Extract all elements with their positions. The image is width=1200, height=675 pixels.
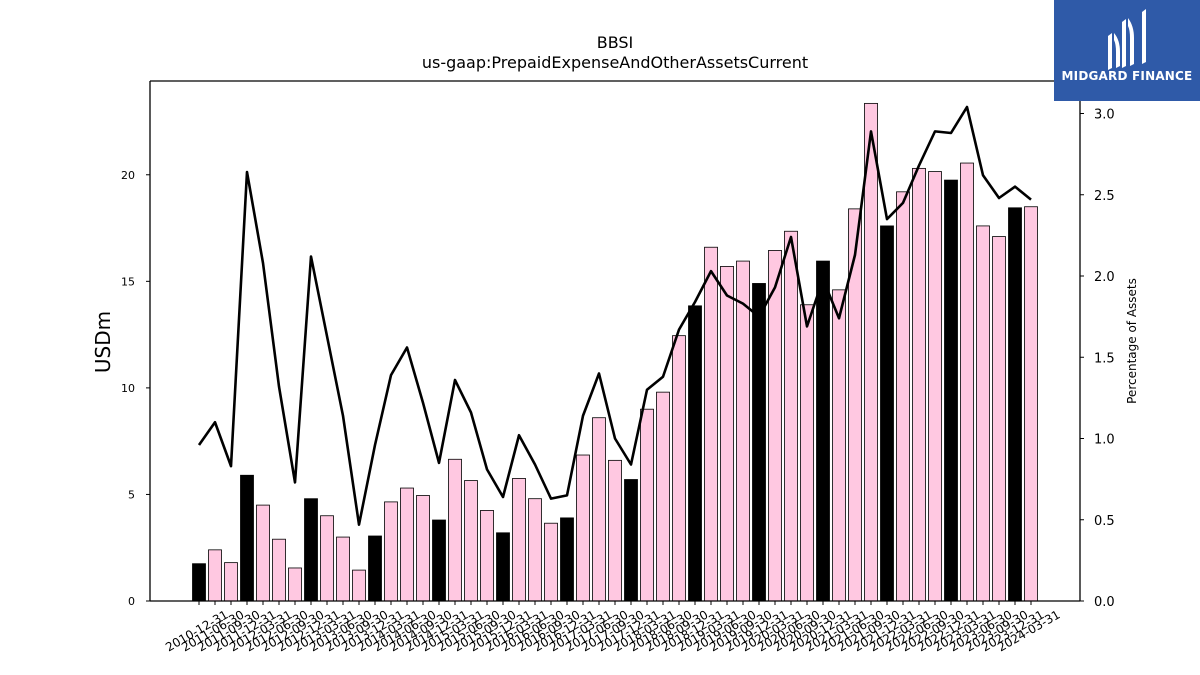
bar-2015-03-31 — [464, 480, 478, 602]
bar-2012-03-31 — [272, 538, 286, 602]
y2-tick-label: 1.0 — [1094, 433, 1115, 448]
y-axis-label: USDm — [91, 311, 115, 373]
bar-2013-03-31 — [336, 536, 350, 602]
bar-2017-06-30 — [608, 459, 622, 602]
bar-2013-06-30 — [352, 569, 366, 602]
bar-2015-09-30 — [496, 532, 510, 602]
bar-2022-09-30 — [944, 179, 958, 602]
bar-2023-03-31 — [976, 225, 990, 602]
bar-2012-09-30 — [304, 498, 318, 602]
percentage-line — [197, 105, 1032, 526]
bar-2020-12-31 — [832, 289, 846, 602]
bar-2020-09-30 — [816, 260, 830, 602]
axes — [149, 80, 1081, 602]
bar-2012-12-31 — [320, 515, 334, 602]
bar-2013-09-30 — [368, 535, 382, 602]
y2-axis-label: Percentage of Assets — [1125, 278, 1139, 404]
y-tick-label: 5 — [128, 488, 135, 501]
y2-tick-label: 0.5 — [1094, 514, 1115, 529]
bar-2014-09-30 — [432, 519, 446, 602]
x-axis-ticks: 2010-12-312011-06-302011-09-302011-12-31… — [163, 601, 1063, 654]
bar-2011-03-31 — [208, 549, 222, 602]
bar-2012-06-30 — [288, 567, 302, 602]
y-tick-label: 15 — [121, 275, 135, 288]
bar-2016-09-30 — [560, 517, 574, 602]
y-tick-label: 20 — [121, 169, 135, 182]
bar-2022-12-31 — [960, 162, 974, 602]
bar-2023-06-30 — [992, 236, 1006, 602]
bar-2016-12-31 — [576, 454, 590, 602]
bar-2011-12-31 — [256, 504, 270, 602]
bar-2019-12-31 — [768, 250, 782, 602]
bar-2011-06-30 — [224, 562, 238, 602]
bar-2016-06-30 — [544, 522, 558, 602]
chart-subtitle: us-gaap:PrepaidExpenseAndOtherAssetsCurr… — [421, 53, 809, 72]
y2-tick-label: 2.5 — [1094, 189, 1115, 204]
bar-2023-12-31 — [1024, 206, 1038, 602]
bar-2016-03-31 — [528, 498, 542, 602]
bar-2022-06-30 — [928, 171, 942, 602]
bar-2022-03-31 — [912, 167, 926, 602]
y-tick-label: 0 — [128, 595, 135, 608]
y2-tick-label: 0.0 — [1094, 595, 1115, 610]
y2-tick-label: 3.0 — [1094, 108, 1115, 123]
percentage-line-layer — [197, 105, 1032, 526]
bar-2018-03-31 — [656, 391, 670, 602]
bar-2019-06-30 — [736, 260, 750, 602]
bars — [192, 102, 1038, 602]
bar-2013-12-31 — [384, 501, 398, 602]
bar-2021-12-31 — [896, 191, 910, 602]
bar-2020-06-30 — [800, 304, 814, 602]
logo-text: MIDGARD FINANCE — [1061, 69, 1193, 83]
bar-2015-12-31 — [512, 478, 526, 602]
bar-2014-03-31 — [400, 487, 414, 602]
y-tick-label: 10 — [121, 382, 135, 395]
bar-2020-03-31 — [784, 230, 798, 602]
bar-2017-03-31 — [592, 417, 606, 602]
bar-2019-09-30 — [752, 283, 766, 602]
bar-2021-06-30 — [864, 102, 878, 602]
right-axis-ticks: 0.0 0.5 1.0 1.5 2.0 2.5 3.0 — [1080, 108, 1115, 610]
left-axis-ticks: 0 5 10 15 20 — [121, 169, 150, 608]
bar-2023-09-30 — [1008, 207, 1022, 602]
bar-2018-06-30 — [672, 335, 686, 602]
bar-2018-09-30 — [688, 305, 702, 602]
bar-2011-09-30 — [240, 474, 254, 602]
bar-2014-06-30 — [416, 495, 430, 602]
chart-title: BBSI — [596, 33, 634, 52]
bar-2015-06-30 — [480, 510, 494, 602]
bar-2010-12-31 — [192, 563, 206, 602]
bar-2019-03-31 — [720, 266, 734, 602]
bar-2017-09-30 — [624, 479, 638, 602]
bar-2018-12-31 — [704, 246, 718, 602]
y2-tick-label: 1.5 — [1094, 351, 1115, 366]
bar-2017-12-31 — [640, 408, 654, 602]
logo-mark-icon — [1108, 9, 1146, 70]
midgard-finance-logo: MIDGARD FINANCE — [1054, 0, 1200, 101]
bar-2014-12-31 — [448, 458, 462, 602]
y2-tick-label: 2.0 — [1094, 270, 1115, 285]
bar-2021-09-30 — [880, 225, 894, 602]
